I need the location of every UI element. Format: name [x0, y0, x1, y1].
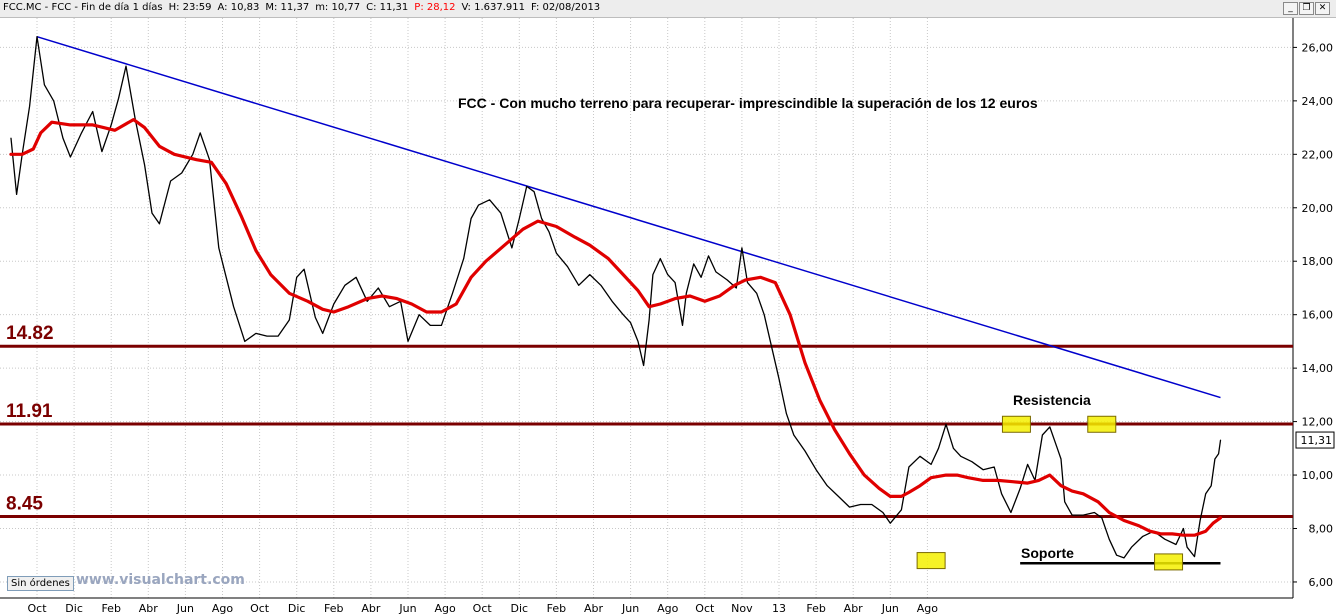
- level-label: 11.91: [6, 401, 53, 422]
- resistance-zone-box: [1087, 415, 1117, 433]
- x-tick-label: Feb: [101, 602, 120, 615]
- x-tick-label: 13: [772, 602, 786, 615]
- x-tick-label: Oct: [695, 602, 715, 615]
- x-tick-label: Ago: [212, 602, 234, 615]
- title-bar: FCC.MC - FCC - Fin de día 1 días H: 23:59…: [0, 0, 1336, 18]
- quote-field-value: 28,12: [426, 2, 456, 13]
- y-tick-label: 22,00: [1302, 148, 1334, 161]
- y-tick-label: 14,00: [1302, 362, 1334, 375]
- x-tick-label: Jun: [621, 602, 639, 615]
- watermark: www.visualchart.com: [76, 572, 245, 588]
- quote-field-value: 23:59: [182, 2, 212, 13]
- y-tick-label: 8,00: [1309, 523, 1334, 536]
- quote-field-label: C:: [366, 2, 380, 13]
- support-zone-box: [916, 552, 946, 570]
- quote-field-label: A:: [217, 2, 231, 13]
- plot-area: [0, 18, 1293, 598]
- x-tick-label: Oct: [250, 602, 270, 615]
- symbol-label: FCC.MC - FCC - Fin de día 1 días: [3, 2, 163, 13]
- price-series-line: [10, 36, 1222, 559]
- x-tick-label: Dic: [511, 602, 529, 615]
- x-tick-label: Ago: [434, 602, 456, 615]
- x-tick-label: Jun: [176, 602, 194, 615]
- x-tick-label: Feb: [547, 602, 566, 615]
- minimize-button[interactable]: _: [1283, 2, 1298, 15]
- quote-field-label: F:: [531, 2, 543, 13]
- orders-button[interactable]: Sin órdenes: [7, 576, 74, 591]
- resistance-label: Resistencia: [1013, 392, 1091, 408]
- x-tick-label: Jun: [398, 602, 416, 615]
- y-tick-label: 26,00: [1302, 41, 1334, 54]
- quote-field-value: 11,31: [379, 2, 409, 13]
- restore-button[interactable]: ❐: [1299, 2, 1314, 15]
- quote-field-value: 10,83: [230, 2, 260, 13]
- x-tick-label: Feb: [324, 602, 343, 615]
- quote-field-value: 1.637.911: [474, 2, 525, 13]
- quote-field-label: m:: [315, 2, 332, 13]
- x-tick-label: Oct: [27, 602, 47, 615]
- last-price-label: 11,31: [1301, 434, 1333, 447]
- y-tick-label: 20,00: [1302, 202, 1334, 215]
- trendline: [36, 35, 1221, 399]
- price-chart: Oct Dic Feb Abr Jun Ago Oct Dic Feb Abr Jun Ago Oct D…: [0, 18, 1335, 615]
- x-tick-label: Dic: [65, 602, 83, 615]
- x-tick-label: Abr: [139, 602, 159, 615]
- quote-field-label: M:: [265, 2, 281, 13]
- x-tick-label: Ago: [917, 602, 939, 615]
- x-tick-label: Feb: [806, 602, 825, 615]
- y-tick-label: 12,00: [1302, 416, 1334, 429]
- last-price-tag: [1295, 431, 1335, 449]
- quote-field-label: V:: [461, 2, 475, 13]
- quote-field-value: 02/08/2013: [542, 2, 601, 13]
- y-tick-label: 24,00: [1302, 95, 1334, 108]
- x-tick-label: Oct: [473, 602, 493, 615]
- close-button[interactable]: ✕: [1315, 2, 1330, 15]
- level-label: 14.82: [6, 323, 54, 344]
- moving-average-line: [9, 118, 1223, 537]
- x-tick-label: Abr: [361, 602, 381, 615]
- quote-field-label: H:: [168, 2, 183, 13]
- x-tick-label: Abr: [584, 602, 604, 615]
- resistance-zone-box: [1001, 415, 1031, 433]
- x-tick-label: Abr: [844, 602, 864, 615]
- x-tick-label: Ago: [657, 602, 679, 615]
- y-tick-label: 6,00: [1309, 576, 1334, 589]
- level-label: 8.45: [6, 493, 43, 514]
- x-tick-label: Nov: [731, 602, 753, 615]
- quote-field-value: 10,77: [331, 2, 361, 13]
- y-tick-label: 18,00: [1302, 255, 1334, 268]
- support-zone-box: [1154, 553, 1184, 571]
- x-tick-label: Jun: [881, 602, 899, 615]
- chart-annotation: FCC - Con mucho terreno para recuperar- …: [458, 95, 1038, 111]
- quote-field-value: 11,37: [280, 2, 310, 13]
- quote-info: FCC.MC - FCC - Fin de día 1 días H: 23:59…: [3, 2, 600, 13]
- quote-field-label: P:: [414, 2, 427, 13]
- support-label: Soporte: [1021, 545, 1074, 561]
- y-tick-label: 16,00: [1302, 309, 1334, 322]
- y-tick-label: 10,00: [1302, 469, 1334, 482]
- x-tick-label: Dic: [288, 602, 306, 615]
